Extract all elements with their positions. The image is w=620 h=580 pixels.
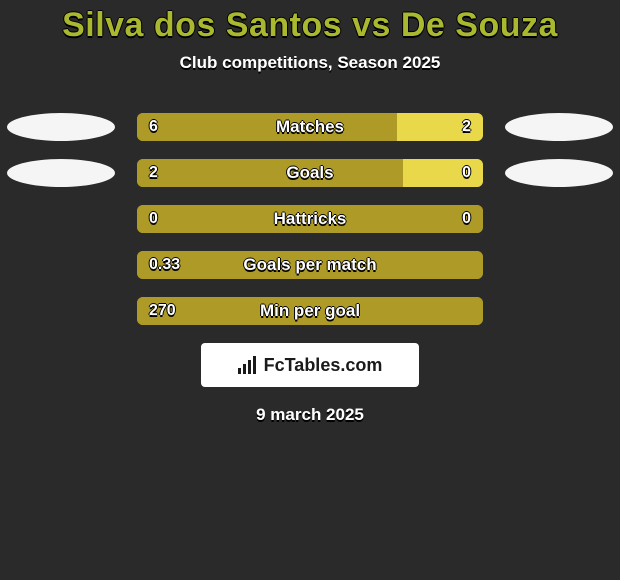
right-player-ellipse [505, 159, 613, 187]
stat-bar-left-segment [137, 251, 483, 279]
stat-bar-left-segment [137, 297, 483, 325]
stat-value-right: 0 [462, 205, 471, 233]
bars-icon [238, 356, 258, 374]
stat-value-left: 6 [149, 113, 158, 141]
stat-bar: Goals per match0.33 [137, 251, 483, 279]
comparison-subtitle: Club competitions, Season 2025 [0, 53, 620, 73]
stat-bar: Hattricks00 [137, 205, 483, 233]
stat-row: Goals per match0.33 [0, 251, 620, 279]
stat-row: Hattricks00 [0, 205, 620, 233]
stat-bar-left-segment [137, 159, 403, 187]
stat-bar-right-segment [403, 159, 483, 187]
stat-bar: Min per goal270 [137, 297, 483, 325]
source-logo-label: FcTables.com [264, 355, 383, 376]
comparison-title: Silva dos Santos vs De Souza [0, 6, 620, 45]
stat-value-left: 0 [149, 205, 158, 233]
left-player-ellipse [7, 159, 115, 187]
stat-value-left: 0.33 [149, 251, 180, 279]
right-player-ellipse [505, 113, 613, 141]
stat-row: Min per goal270 [0, 297, 620, 325]
snapshot-date: 9 march 2025 [0, 405, 620, 425]
stat-bar: Matches62 [137, 113, 483, 141]
stat-value-left: 2 [149, 159, 158, 187]
source-logo-text: FcTables.com [238, 355, 383, 376]
stat-bar-left-segment [137, 113, 397, 141]
stat-row: Matches62 [0, 113, 620, 141]
stat-value-right: 2 [462, 113, 471, 141]
stat-bar: Goals20 [137, 159, 483, 187]
stat-bar-left-segment [137, 205, 483, 233]
stats-rows: Matches62Goals20Hattricks00Goals per mat… [0, 113, 620, 325]
stat-row: Goals20 [0, 159, 620, 187]
left-player-ellipse [7, 113, 115, 141]
source-logo: FcTables.com [201, 343, 419, 387]
stat-value-left: 270 [149, 297, 176, 325]
stat-value-right: 0 [462, 159, 471, 187]
